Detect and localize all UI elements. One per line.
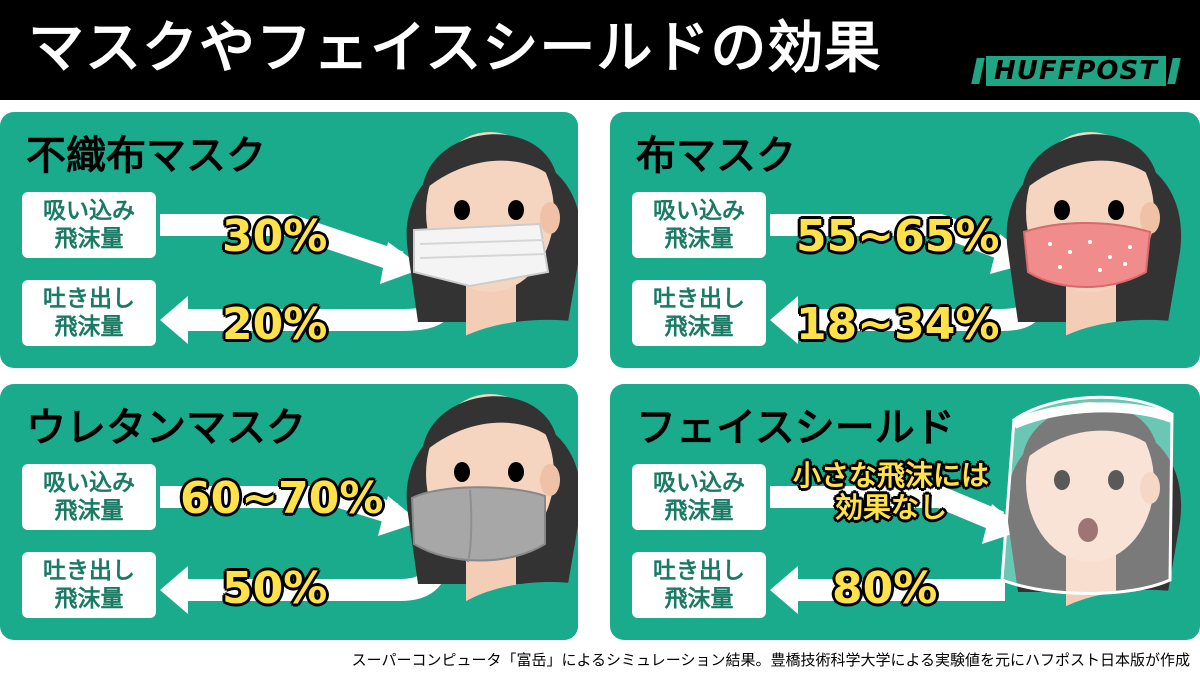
exhale-label-line1: 吐き出し [653, 286, 745, 312]
urethane-mask-icon [410, 486, 546, 563]
inhale-label-line1: 吸い込み [43, 198, 135, 224]
inhale-label: 吸い込み 飛沫量 [632, 464, 766, 530]
exhale-label-line2: 飛沫量 [54, 314, 124, 340]
logo-bar-right [1167, 58, 1181, 84]
face-shield-icon [1000, 395, 1174, 595]
panel-title: フェイスシールド [636, 405, 955, 451]
exhale-label-line2: 飛沫量 [54, 586, 124, 612]
header: マスクやフェイスシールドの効果 HUFFPOST [0, 0, 1200, 100]
panel-illustration [770, 395, 1182, 640]
panel-urethane-mask: ウレタンマスク 吸い込み 飛沫量 吐き出し 飛沫量 60~70% 50% [0, 384, 578, 640]
exhale-value: 20% [222, 299, 328, 350]
inhale-label: 吸い込み 飛沫量 [632, 192, 766, 258]
inhale-label: 吸い込み 飛沫量 [22, 192, 156, 258]
exhale-label-line2: 飛沫量 [664, 314, 734, 340]
inhale-value: 60~70% [180, 473, 384, 524]
page-title: マスクやフェイスシールドの効果 [28, 16, 882, 81]
exhale-label: 吐き出し 飛沫量 [632, 280, 766, 346]
inhale-label-line2: 飛沫量 [664, 226, 734, 252]
exhale-label-line1: 吐き出し [43, 286, 135, 312]
exhale-label: 吐き出し 飛沫量 [22, 552, 156, 618]
exhale-value: 80% [832, 563, 938, 614]
nonwoven-mask-icon [413, 222, 550, 288]
exhale-value: 50% [222, 563, 328, 614]
inhale-value-line2: 効果なし [834, 491, 947, 524]
panel-title: ウレタンマスク [26, 405, 306, 451]
panel-illustration [770, 132, 1182, 368]
huffpost-logo: HUFFPOST [971, 56, 1181, 86]
face-illustration [1006, 402, 1182, 640]
exhale-label-line2: 飛沫量 [664, 586, 734, 612]
panel-face-shield: フェイスシールド 吸い込み 飛沫量 吐き出し 飛沫量 小さな飛沫には 効果なし … [610, 384, 1200, 640]
exhale-label-line1: 吐き出し [653, 558, 745, 584]
exhale-value: 18~34% [796, 299, 1000, 350]
inhale-value: 55~65% [796, 211, 1000, 262]
panel-illustration [160, 394, 578, 640]
exhale-label-line1: 吐き出し [43, 558, 135, 584]
inhale-value: 小さな飛沫には 効果なし [778, 460, 1004, 524]
panel-illustration [160, 132, 578, 368]
inhale-label-line1: 吸い込み [43, 470, 135, 496]
inhale-label: 吸い込み 飛沫量 [22, 464, 156, 530]
inhale-label-line2: 飛沫量 [54, 498, 124, 524]
inhale-label-line2: 飛沫量 [664, 498, 734, 524]
exhale-label: 吐き出し 飛沫量 [22, 280, 156, 346]
inhale-value-line1: 小さな飛沫には [792, 459, 989, 492]
inhale-label-line1: 吸い込み [653, 470, 745, 496]
panel-cloth-mask: 布マスク 吸い込み 飛沫量 吐き出し 飛沫量 55~65% 18~34% [610, 112, 1200, 368]
inhale-arrow [160, 214, 424, 284]
cloth-mask-icon [1022, 222, 1152, 288]
inhale-label-line2: 飛沫量 [54, 226, 124, 252]
inhale-label-line1: 吸い込み [653, 198, 745, 224]
inhale-arrow [160, 486, 420, 536]
logo-bar-left [971, 58, 985, 84]
inhale-value: 30% [222, 211, 328, 262]
panel-nonwoven-mask: 不織布マスク 吸い込み 飛沫量 吐き出し 飛沫量 30% 20% [0, 112, 578, 368]
exhale-arrow [770, 566, 1005, 614]
logo-text: HUFFPOST [985, 56, 1166, 86]
panel-title: 布マスク [636, 133, 796, 179]
panel-title: 不織布マスク [26, 133, 266, 179]
source-footnote: スーパーコンピュータ「富岳」によるシミュレーション結果。豊橋技術科学大学による実… [351, 651, 1190, 669]
inhale-arrow [770, 486, 1024, 544]
exhale-label: 吐き出し 飛沫量 [632, 552, 766, 618]
